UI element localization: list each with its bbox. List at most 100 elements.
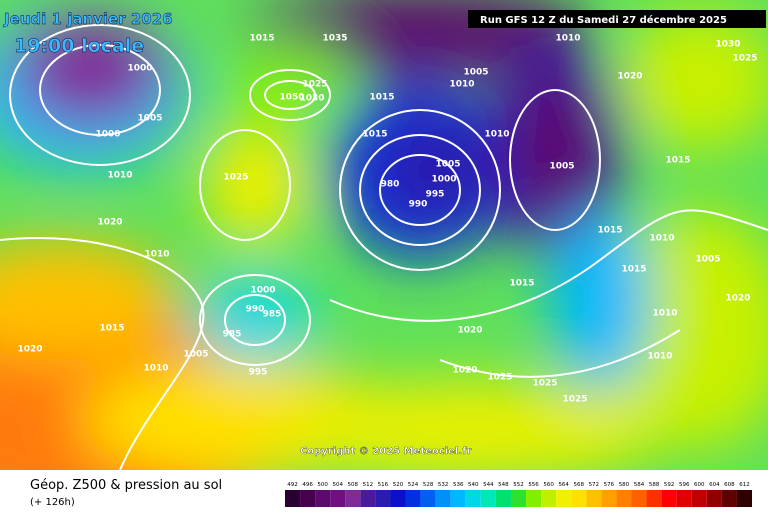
legend-cell [571, 490, 587, 507]
run: Run GFS 12 Z du Samedi 27 décembre 2025 [480, 14, 727, 26]
legend-cell [691, 490, 707, 507]
legend-cell [285, 490, 301, 507]
isobar-label: 1035 [322, 34, 347, 44]
isobar-label: 990 [246, 305, 265, 315]
legend-level: 608 [724, 482, 735, 488]
legend-cell [315, 490, 331, 507]
legend-level: 592 [664, 482, 675, 488]
isobar-label: 1010 [652, 309, 677, 319]
isobar-label: 1020 [17, 345, 42, 355]
isobar-label: 1010 [144, 250, 169, 260]
isobar-label: 1025 [223, 173, 248, 183]
isobar-label: 1005 [463, 68, 488, 78]
isobar-label: 995 [249, 368, 268, 378]
legend-level: 552 [513, 482, 524, 488]
legend-level: 568 [574, 482, 585, 488]
legend-level: 612 [739, 482, 750, 488]
legend-cell [676, 490, 692, 507]
isobar-label: 1010 [484, 130, 509, 140]
legend-cell [405, 490, 421, 507]
legend-level: 544 [483, 482, 494, 488]
isobar-label: 1020 [725, 294, 750, 304]
isobar-label: 1015 [249, 34, 274, 44]
legend-level: 492 [287, 482, 298, 488]
isobar-label: 1020 [457, 326, 482, 336]
legend-level: 580 [619, 482, 630, 488]
legend-cell [601, 490, 617, 507]
legend-cell [510, 490, 527, 507]
legend-cell [736, 490, 752, 507]
legend-cell [541, 490, 557, 507]
isobar-label: 1000 [95, 130, 120, 140]
copyright: Copyright © 2025 Meteociel.fr [300, 446, 471, 457]
isobar-label: 990 [409, 200, 428, 210]
legend-cell [300, 490, 316, 507]
isobar-label: 1025 [302, 80, 327, 90]
isobar-label: 1000 [250, 286, 275, 296]
isobar-label: 985 [223, 330, 242, 340]
isobar-label: 1000 [127, 64, 152, 74]
legend-level: 500 [317, 482, 328, 488]
isobar-label: 1005 [695, 255, 720, 265]
isobar-label: 1015 [665, 156, 690, 166]
legend-level: 584 [634, 482, 645, 488]
isobar-label: 1015 [362, 130, 387, 140]
isobar-label: 1020 [452, 366, 477, 376]
isobar-label: 1025 [732, 54, 757, 64]
legend-cell [345, 490, 361, 507]
isobar-labels: 1015 1035 1010 1030 1025 1000 1005 1010 1020 1025… [17, 34, 757, 405]
date: Jeudi 1 janvier 2026 [3, 10, 173, 28]
legend-level: 524 [408, 482, 419, 488]
isobar-label: 1005 [183, 350, 208, 360]
isobar-label: 1015 [509, 279, 534, 289]
legend-level: 576 [604, 482, 615, 488]
legend-cell [435, 490, 451, 507]
legend-level: 564 [558, 482, 569, 488]
legend-level: 512 [363, 482, 374, 488]
legend-cell [646, 490, 662, 507]
legend: 492 496 500 504 508 512 516 520 524 528 532 536 540 5… [285, 482, 752, 507]
isobar-label: 1030 [715, 40, 740, 50]
legend-level: 536 [453, 482, 464, 488]
isobar-label: 1015 [621, 265, 646, 275]
legend-cell [706, 490, 722, 507]
legend-cell [495, 490, 511, 507]
isobar-label: 1015 [369, 93, 394, 103]
isobar-label: 1000 [431, 175, 456, 185]
legend-level: 596 [679, 482, 690, 488]
run-box [468, 10, 766, 28]
legend-cell [375, 490, 391, 507]
legend-cell [661, 490, 677, 507]
isobar-label: 1050 [279, 93, 304, 103]
legend-level: 508 [348, 482, 359, 488]
legend-level: 556 [528, 482, 539, 488]
legend-cell [360, 490, 376, 507]
legend-cell [390, 490, 406, 507]
legend-level: 532 [438, 482, 449, 488]
legend-level: 516 [378, 482, 389, 488]
isobar-label: 1010 [449, 80, 474, 90]
legend-cell [631, 490, 647, 507]
legend-cell [586, 490, 602, 507]
legend-cell [420, 490, 436, 507]
isobar-label: 1010 [555, 34, 580, 44]
isobar-label: 1010 [143, 364, 168, 374]
isobar-label: 1015 [597, 226, 622, 236]
legend-level: 528 [423, 482, 434, 488]
isobar-label: 1005 [137, 114, 162, 124]
time: 19:00 locale [14, 35, 144, 57]
isobar-label: 1010 [649, 234, 674, 244]
legend-cell [556, 490, 572, 507]
legend-level: 604 [709, 482, 720, 488]
isobar-label: 1025 [487, 373, 512, 383]
legend-level: 560 [543, 482, 554, 488]
isobar-label: 1025 [562, 395, 587, 405]
footer-title: Géop. Z500 & pression au sol [30, 478, 222, 493]
legend-level: 588 [649, 482, 660, 488]
isobar-label: 985 [263, 310, 282, 320]
legend-cell [526, 490, 542, 507]
isobars [0, 24, 768, 471]
